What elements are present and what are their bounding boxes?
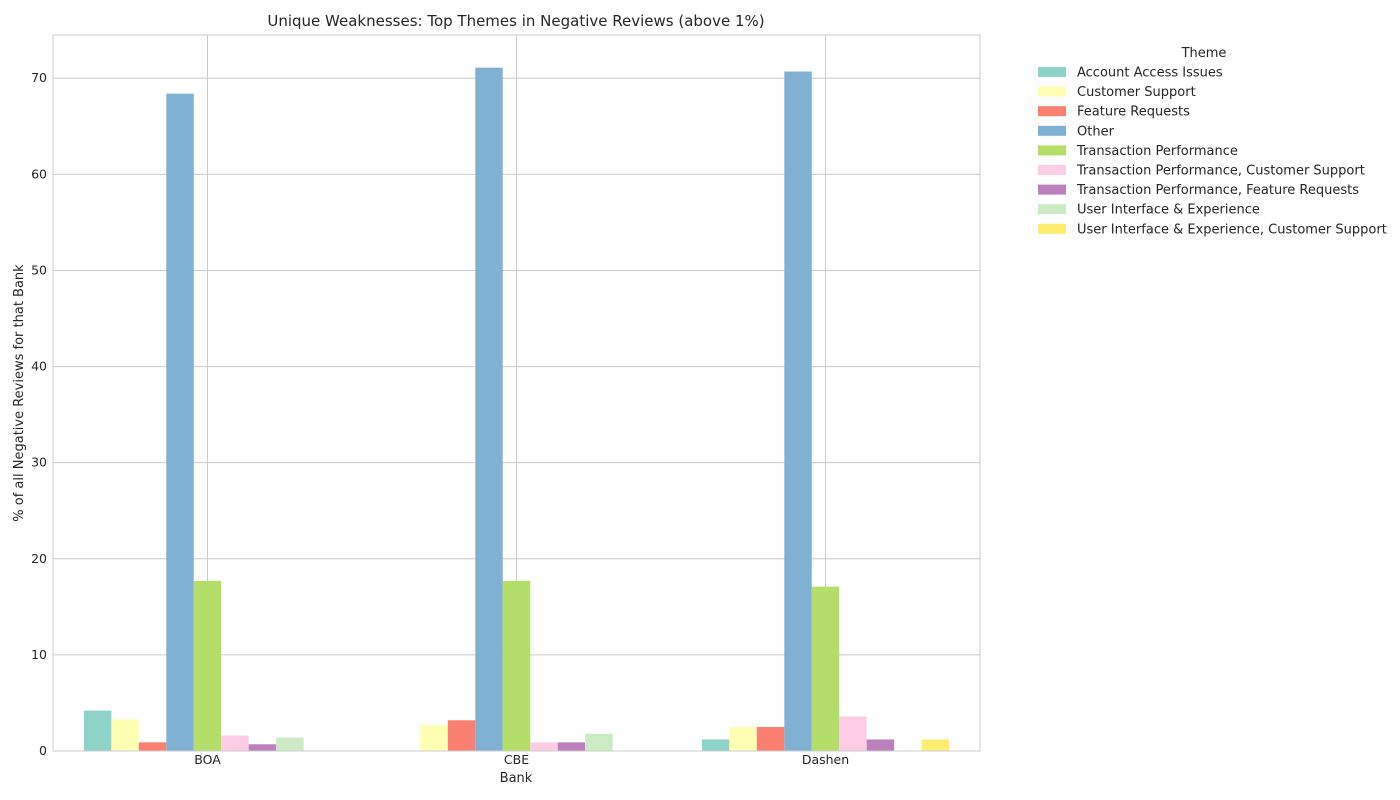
legend-label: Account Access Issues [1077, 66, 1223, 81]
y-axis-label: % of all Negative Reviews for that Bank [12, 264, 27, 522]
bar [585, 733, 613, 751]
legend-item: Transaction Performance, Customer Suppor… [1038, 164, 1365, 179]
legend-label: User Interface & Experience, Customer Su… [1077, 222, 1387, 237]
y-tick-label: 10 [31, 647, 47, 662]
y-tick-label: 20 [31, 551, 47, 566]
legend-label: Feature Requests [1077, 105, 1190, 120]
x-tick-label: BOA [194, 752, 221, 767]
x-tick-label: Dashen [802, 752, 849, 767]
legend-label: Other [1077, 124, 1115, 139]
bar [420, 725, 448, 751]
legend-label: User Interface & Experience [1077, 203, 1260, 218]
bars [83, 67, 950, 752]
gridlines [53, 35, 980, 752]
legend-items: Account Access Issues Customer Support Fea… [1038, 66, 1387, 237]
bar [111, 719, 139, 751]
legend-item: Feature Requests [1038, 105, 1190, 120]
bar [729, 726, 757, 751]
legend-swatch [1038, 106, 1066, 117]
bar [166, 93, 194, 752]
bar [557, 742, 586, 751]
legend-swatch [1038, 165, 1066, 175]
bar [502, 580, 531, 751]
legend-item: Account Access Issues [1038, 66, 1223, 81]
x-axis-ticks: BOA CBE Dashen [194, 752, 849, 767]
bar [921, 739, 950, 751]
legend-item: Transaction Performance, Feature Request… [1038, 183, 1359, 198]
legend-swatch [1038, 184, 1066, 195]
bar [193, 580, 222, 751]
bar [83, 710, 112, 751]
bar [784, 71, 812, 751]
bar [811, 586, 840, 751]
y-tick-label: 0 [39, 743, 47, 758]
legend: Theme Account Access Issues Customer Supp… [1038, 46, 1387, 237]
bar [138, 742, 167, 751]
chart-title: Unique Weaknesses: Top Themes in Negativ… [267, 12, 764, 30]
legend-swatch [1038, 145, 1066, 156]
y-tick-label: 30 [31, 455, 47, 470]
x-axis-label: Bank [500, 771, 533, 786]
bar [475, 67, 503, 751]
x-tick-label: CBE [504, 752, 529, 767]
y-tick-label: 40 [31, 359, 47, 374]
legend-label: Transaction Performance, Feature Request… [1076, 183, 1359, 198]
bar [221, 735, 249, 751]
legend-label: Customer Support [1077, 85, 1196, 100]
legend-swatch [1038, 204, 1066, 215]
bar [839, 716, 867, 751]
legend-swatch [1038, 125, 1066, 136]
y-axis-ticks: 0 10 20 30 40 50 60 70 [31, 70, 47, 758]
bar [276, 737, 304, 751]
legend-item: User Interface & Experience, Customer Su… [1038, 222, 1387, 237]
bar [756, 726, 785, 751]
y-tick-label: 50 [31, 262, 47, 277]
plot-frame [52, 34, 981, 752]
bar [866, 739, 895, 751]
y-tick-label: 60 [31, 166, 47, 181]
bar [530, 742, 558, 751]
legend-swatch [1038, 223, 1066, 234]
legend-title: Theme [1181, 46, 1227, 61]
bar [447, 720, 476, 751]
legend-item: Other [1038, 124, 1115, 139]
legend-label: Transaction Performance, Customer Suppor… [1076, 164, 1365, 179]
legend-swatch [1038, 67, 1066, 77]
y-tick-label: 70 [31, 70, 47, 85]
bar [248, 744, 277, 751]
legend-item: Transaction Performance [1038, 144, 1238, 159]
bar [701, 739, 730, 751]
legend-item: Customer Support [1038, 85, 1196, 100]
legend-swatch [1038, 86, 1066, 97]
legend-item: User Interface & Experience [1038, 203, 1260, 218]
legend-label: Transaction Performance [1076, 144, 1238, 159]
